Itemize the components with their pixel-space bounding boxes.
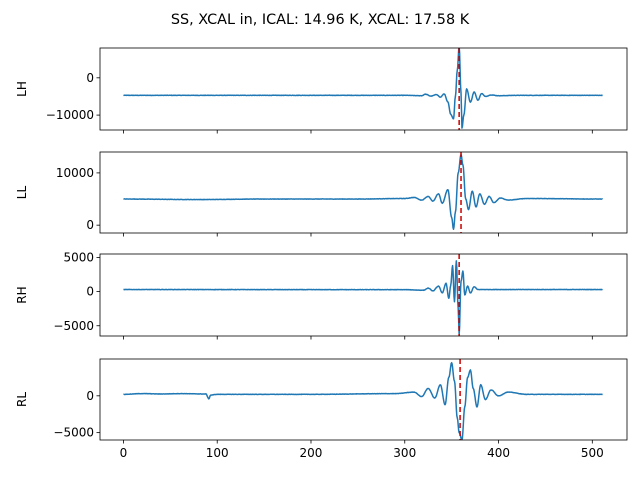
axes-frame: [99, 151, 628, 234]
axes-frame: [99, 358, 628, 441]
y-tick-label: 10000: [56, 166, 94, 180]
x-tick-label: 200: [300, 446, 323, 460]
y-tick-label: −5000: [53, 426, 94, 440]
chart-title: SS, XCAL in, ICAL: 14.96 K, XCAL: 17.58 …: [171, 12, 470, 28]
signal-line-rh: [123, 260, 603, 336]
y-tick-label: 0: [86, 285, 94, 299]
y-tick-label: −10000: [46, 108, 94, 122]
x-tick-label: 100: [206, 446, 229, 460]
y-tick-label: 0: [86, 71, 94, 85]
panel-ll: 0 10000 LL: [15, 151, 628, 237]
x-tick-label: 0: [120, 446, 128, 460]
y-axis-label: LH: [15, 81, 29, 97]
y-tick-label: 0: [86, 389, 94, 403]
panel-rh: 5000 0 −5000 RH: [15, 250, 628, 340]
y-axis-label: RL: [15, 392, 29, 407]
signal-line-lh: [123, 48, 603, 129]
y-tick-label: −5000: [53, 319, 94, 333]
x-tick-label: 300: [393, 446, 416, 460]
axes-frame: [99, 47, 628, 131]
panels: 0 −10000 LH 0 10000 LL 5000 0 −5000 RH 0 −5000 RL 0 10…: [15, 47, 628, 460]
signal-line-ll: [123, 153, 604, 230]
y-axis-label: LL: [15, 186, 29, 200]
y-tick-label: 5000: [63, 250, 94, 264]
y-tick-label: 0: [86, 218, 94, 232]
signal-line-rl: [123, 361, 603, 440]
x-tick-label: 400: [487, 446, 510, 460]
y-axis-label: RH: [15, 286, 29, 303]
x-tick-label: 500: [581, 446, 604, 460]
axes-frame: [99, 253, 628, 337]
panel-rl: 0 −5000 RL 0 100 200 300 400 500: [15, 358, 628, 460]
panel-lh: 0 −10000 LH: [15, 47, 628, 134]
